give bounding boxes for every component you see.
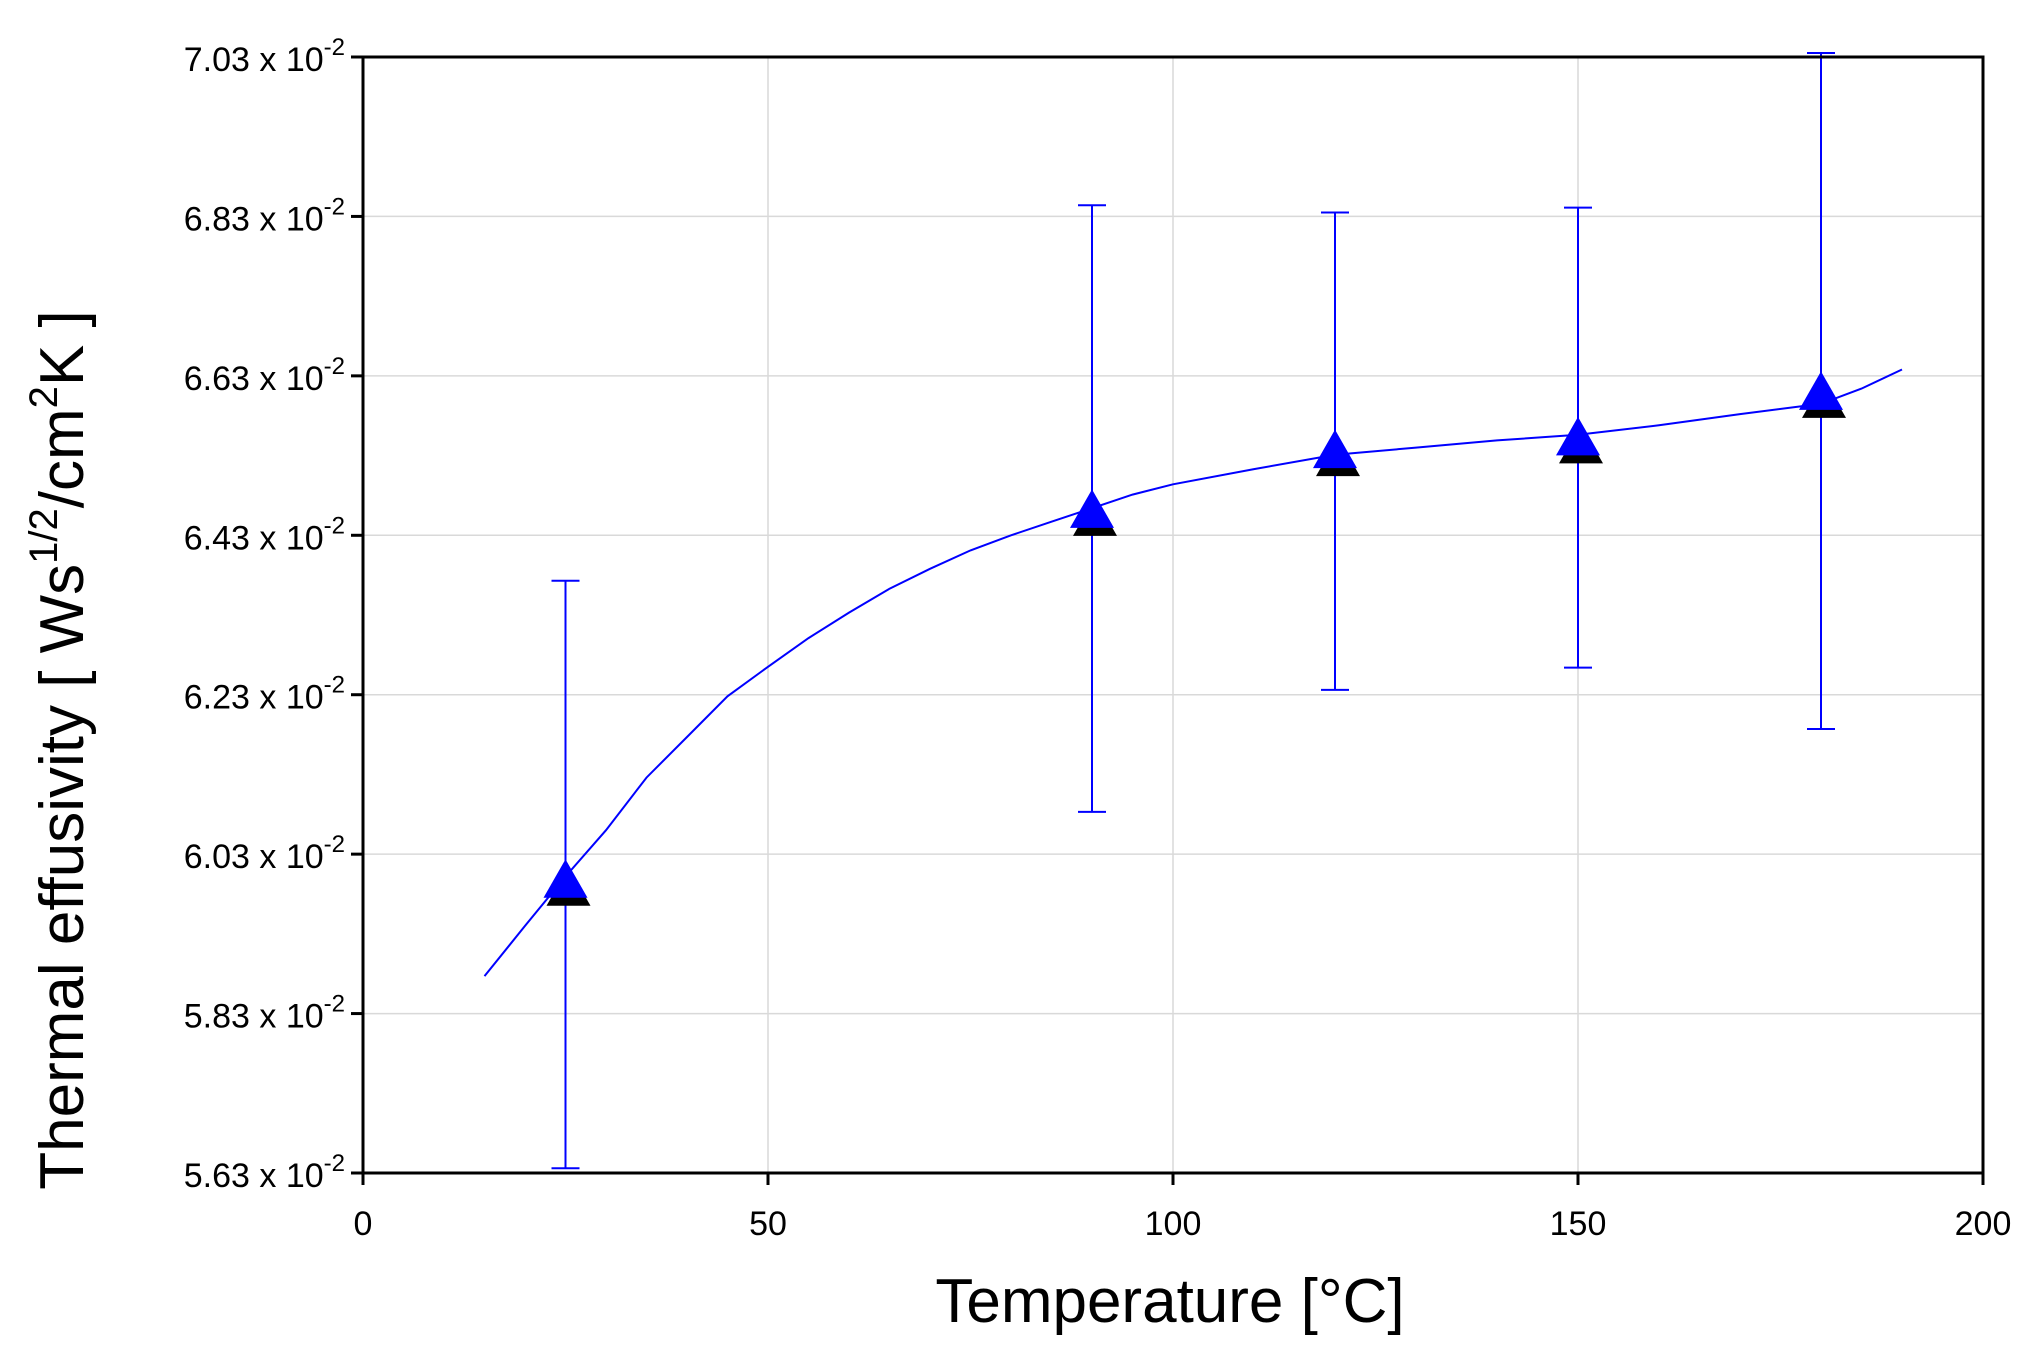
data-point-marker	[1313, 429, 1360, 477]
x-tick-label: 100	[1145, 1205, 1202, 1243]
y-tick-mantissa: 5.63 x 10	[184, 1157, 324, 1195]
y-tick-exponent: -2	[324, 672, 345, 699]
x-axis-ticks: 0 50 100 150 200	[354, 1173, 2012, 1243]
y-axis-title: Thermal effusivity [ Ws1/2/cm2K ]	[22, 310, 97, 1189]
fit-curve	[483, 368, 1903, 977]
x-tick-label: 200	[1955, 1205, 2012, 1243]
y-tick-mantissa: 6.63 x 10	[184, 360, 324, 398]
markers-group	[543, 371, 1846, 906]
y-tick-exponent: -2	[324, 34, 345, 61]
y-tick-mantissa: 5.83 x 10	[184, 998, 324, 1036]
y-tick-label: 6.23 x 10-2	[184, 672, 345, 717]
x-tick-label: 50	[749, 1205, 787, 1243]
data-point-marker	[1799, 371, 1846, 418]
y-tick-exponent: -2	[324, 831, 345, 858]
y-tick-exponent: -2	[324, 193, 345, 220]
y-tick-label: 5.63 x 10-2	[184, 1150, 345, 1195]
y-tick-label: 6.83 x 10-2	[184, 193, 345, 238]
y-tick-exponent: -2	[324, 512, 345, 539]
data-point-marker	[1556, 416, 1603, 464]
y-tick-exponent: -2	[324, 1150, 345, 1177]
y-tick-exponent: -2	[324, 991, 345, 1018]
y-tick-mantissa: 6.03 x 10	[184, 838, 324, 876]
y-tick-mantissa: 6.83 x 10	[184, 200, 324, 238]
data-point-marker	[543, 859, 591, 906]
y-tick-label: 6.03 x 10-2	[184, 831, 345, 876]
data-point-marker	[1070, 489, 1117, 536]
y-tick-label: 5.83 x 10-2	[184, 991, 345, 1036]
y-tick-label: 7.03 x 10-2	[184, 34, 345, 79]
y-tick-label: 6.63 x 10-2	[184, 353, 345, 398]
x-axis-title: Temperature [°C]	[935, 1267, 1404, 1336]
y-tick-mantissa: 6.43 x 10	[184, 519, 324, 557]
y-tick-mantissa: 6.23 x 10	[184, 679, 324, 717]
x-tick-label: 0	[354, 1205, 373, 1243]
y-tick-mantissa: 7.03 x 10	[184, 41, 324, 79]
y-tick-label: 6.43 x 10-2	[184, 512, 345, 557]
y-tick-exponent: -2	[324, 353, 345, 380]
y-axis-ticks: 5.63 x 10-25.83 x 10-26.03 x 10-26.23 x …	[184, 34, 363, 1195]
gridlines	[363, 57, 1983, 1173]
x-tick-label: 150	[1550, 1205, 1607, 1243]
fit-curve-group	[483, 368, 1903, 977]
errorbars-group	[551, 52, 1835, 1170]
